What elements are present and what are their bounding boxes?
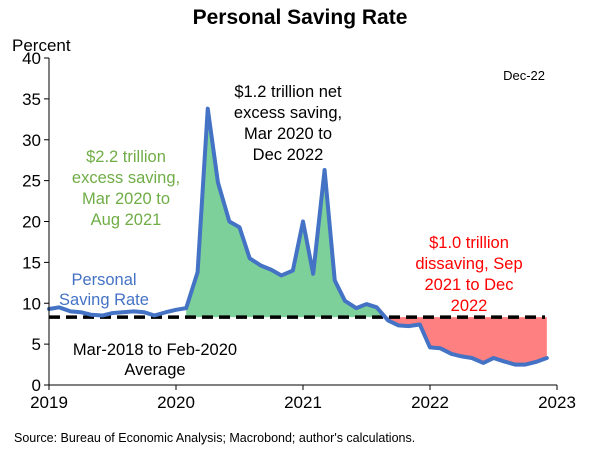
y-tick-label: 10 xyxy=(22,294,41,313)
y-axis-label: Percent xyxy=(12,36,71,55)
source-note: Source: Bureau of Economic Analysis; Mac… xyxy=(14,431,415,445)
fill-layer xyxy=(186,108,547,365)
y-tick-label: 5 xyxy=(32,335,41,354)
annotation-line: Dec 2022 xyxy=(253,146,324,164)
annotation-3: Personal Saving Rate xyxy=(59,271,149,309)
y-tick-label: 20 xyxy=(22,213,41,232)
x-tick-label: 2023 xyxy=(538,393,576,412)
annotation-4: Mar-2018 to Feb-2020 Average xyxy=(73,341,237,379)
annotation-line: excess saving, xyxy=(234,104,342,122)
x-tick-label: 2019 xyxy=(30,393,68,412)
period-label: Dec-22 xyxy=(503,68,545,83)
annotation-line: Average xyxy=(124,361,185,379)
annotation-1: $1.2 trillion net excess saving, Mar 2020 … xyxy=(234,83,342,164)
y-tick-label: 35 xyxy=(22,90,41,109)
y-tick-label: 30 xyxy=(22,131,41,150)
axes-layer: 0 5 10 15 20 25 30 35 40 2019 2020 2021 2022 2023 xyxy=(22,49,576,412)
annotation-line: Personal xyxy=(71,271,136,289)
fill-area-1 xyxy=(388,317,547,365)
annotation-line: Saving Rate xyxy=(59,291,149,309)
annotation-0: $2.2 trillion excess saving, Mar 2020 to Au… xyxy=(72,148,180,229)
annotation-line: $2.2 trillion xyxy=(86,148,166,166)
annotation-line: $1.0 trillion xyxy=(429,234,509,252)
y-tick-label: 25 xyxy=(22,172,41,191)
chart-title: Personal Saving Rate xyxy=(193,6,408,29)
y-tick-label: 40 xyxy=(22,49,41,68)
y-tick-label: 0 xyxy=(32,376,41,395)
annotation-line: 2021 to Dec xyxy=(425,276,514,294)
fill-area-0 xyxy=(186,108,389,321)
annotation-line: Mar 2020 to xyxy=(82,190,170,208)
annotation-line: Mar 2020 to xyxy=(244,125,332,143)
series-line xyxy=(47,106,549,367)
annotation-line: Mar-2018 to Feb-2020 xyxy=(73,341,237,359)
x-tick-label: 2020 xyxy=(157,393,195,412)
annotation-line: excess saving, xyxy=(72,169,180,187)
annotation-line: Aug 2021 xyxy=(91,211,162,229)
x-tick-label: 2021 xyxy=(284,393,322,412)
annotation-line: dissaving, Sep xyxy=(415,255,522,273)
annotation-line: $1.2 trillion net xyxy=(234,83,342,101)
y-tick-label: 15 xyxy=(22,253,41,272)
x-tick-label: 2022 xyxy=(411,393,449,412)
annotation-2: $1.0 trillion dissaving, Sep 2021 to Dec 20… xyxy=(415,234,522,315)
annotation-layer: $2.2 trillion excess saving, Mar 2020 to Au… xyxy=(59,83,523,379)
annotation-line: 2022 xyxy=(451,297,488,315)
series-layer xyxy=(47,106,549,367)
